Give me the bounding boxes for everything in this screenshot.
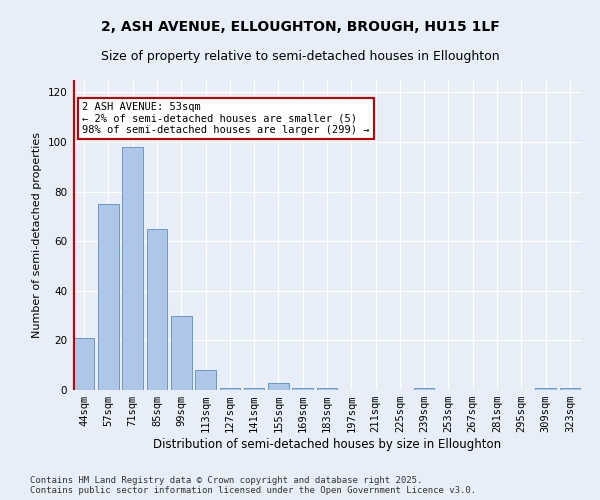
Bar <box>74 338 94 390</box>
Bar <box>220 388 240 390</box>
Text: 2 ASH AVENUE: 53sqm
← 2% of semi-detached houses are smaller (5)
98% of semi-det: 2 ASH AVENUE: 53sqm ← 2% of semi-detache… <box>82 102 370 135</box>
Bar <box>122 147 143 390</box>
Bar <box>292 388 313 390</box>
Text: 2, ASH AVENUE, ELLOUGHTON, BROUGH, HU15 1LF: 2, ASH AVENUE, ELLOUGHTON, BROUGH, HU15 … <box>101 20 499 34</box>
Y-axis label: Number of semi-detached properties: Number of semi-detached properties <box>32 132 42 338</box>
Bar <box>414 388 434 390</box>
Bar <box>535 388 556 390</box>
Bar <box>317 388 337 390</box>
Bar <box>98 204 119 390</box>
X-axis label: Distribution of semi-detached houses by size in Elloughton: Distribution of semi-detached houses by … <box>153 438 501 451</box>
Text: Contains HM Land Registry data © Crown copyright and database right 2025.
Contai: Contains HM Land Registry data © Crown c… <box>30 476 476 495</box>
Bar <box>195 370 216 390</box>
Bar <box>268 382 289 390</box>
Text: Size of property relative to semi-detached houses in Elloughton: Size of property relative to semi-detach… <box>101 50 499 63</box>
Bar <box>560 388 580 390</box>
Bar <box>171 316 191 390</box>
Bar <box>146 229 167 390</box>
Bar <box>244 388 265 390</box>
